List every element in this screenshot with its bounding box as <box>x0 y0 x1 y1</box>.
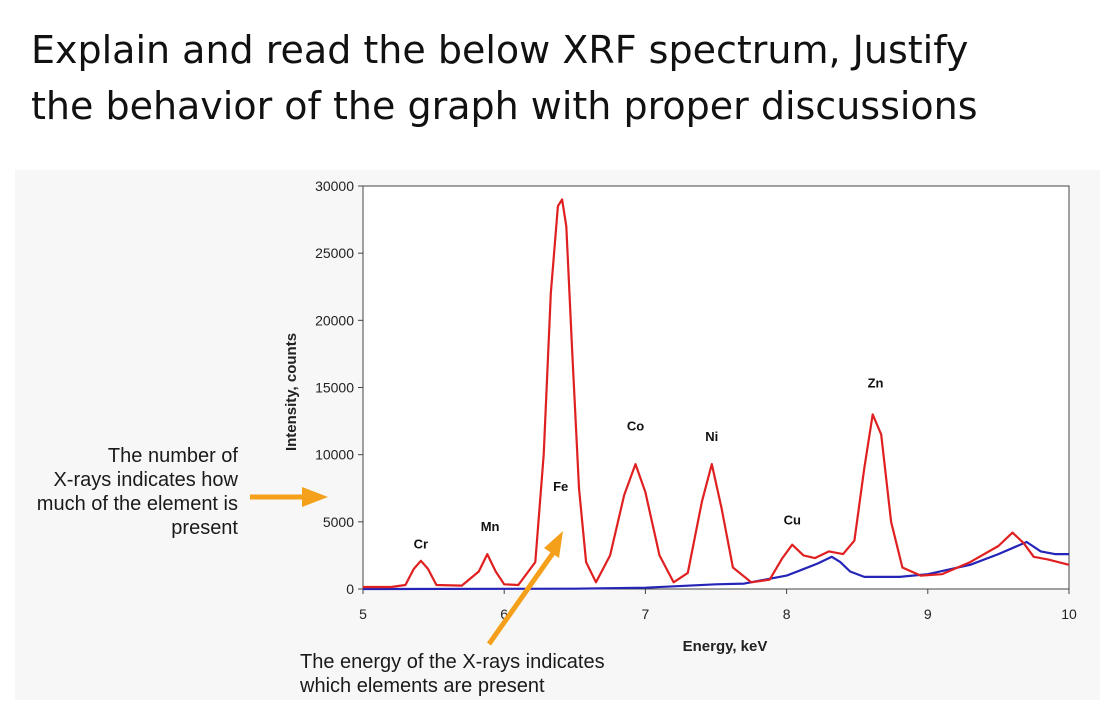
intensity-annotation-line: X-rays indicates how <box>53 469 238 491</box>
energy-annotation-line: which elements are present <box>300 675 545 697</box>
series-line <box>362 540 1069 591</box>
y-tick-label: 10000 <box>315 447 354 463</box>
intensity-arrow-head <box>302 487 328 507</box>
y-tick-label: 30000 <box>315 178 354 194</box>
peak-label: Co <box>627 418 644 433</box>
peak-label: Zn <box>868 376 884 391</box>
peak-label: Ni <box>705 429 718 444</box>
annotation-arrows <box>250 487 563 646</box>
y-tick-label: 0 <box>346 581 354 597</box>
chart-axes: 0 5000 10000 15000 20000 25000 30000 5 6 7 8 9 10 Ene… <box>283 178 1077 655</box>
y-axis-label: Intensity, counts <box>283 333 300 451</box>
intensity-annotation-line: present <box>171 517 238 539</box>
plot-frame <box>362 185 1070 590</box>
peak-label: Mn <box>481 519 500 534</box>
energy-annotation-line: The energy of the X-rays indicates <box>300 651 605 673</box>
peak-label: Fe <box>553 479 568 494</box>
peak-label: Cr <box>414 537 428 552</box>
question-text: Explain and read the below XRF spectrum,… <box>31 22 1091 134</box>
intensity-annotation: The number of X-rays indicates how much … <box>5 444 238 540</box>
y-tick-label: 20000 <box>315 312 354 328</box>
peak-label: Cu <box>784 513 801 528</box>
x-tick-label: 6 <box>500 606 508 622</box>
x-tick-label: 9 <box>924 606 932 622</box>
chart-series <box>362 198 1070 591</box>
chart-peak-labels: Cr Mn Fe Co Ni Cu Zn <box>414 376 884 552</box>
y-tick-label: 25000 <box>315 245 354 261</box>
y-tick-label: 15000 <box>315 380 354 396</box>
energy-arrow-head <box>544 531 563 558</box>
x-axis-label: Energy, keV <box>683 638 768 655</box>
x-tick-label: 10 <box>1061 606 1077 622</box>
x-tick-label: 7 <box>642 606 650 622</box>
question-line-2: the behavior of the graph with proper di… <box>31 84 978 128</box>
x-tick-label: 8 <box>783 606 791 622</box>
y-tick-label: 5000 <box>323 514 354 530</box>
intensity-annotation-line: much of the element is <box>36 493 238 515</box>
intensity-annotation-line: The number of <box>107 445 238 467</box>
series-line <box>363 198 1070 589</box>
x-tick-label: 5 <box>359 606 367 622</box>
energy-arrow-shaft <box>486 551 556 646</box>
question-line-1: Explain and read the below XRF spectrum,… <box>31 28 969 72</box>
energy-annotation: The energy of the X-rays indicates which… <box>300 650 660 698</box>
